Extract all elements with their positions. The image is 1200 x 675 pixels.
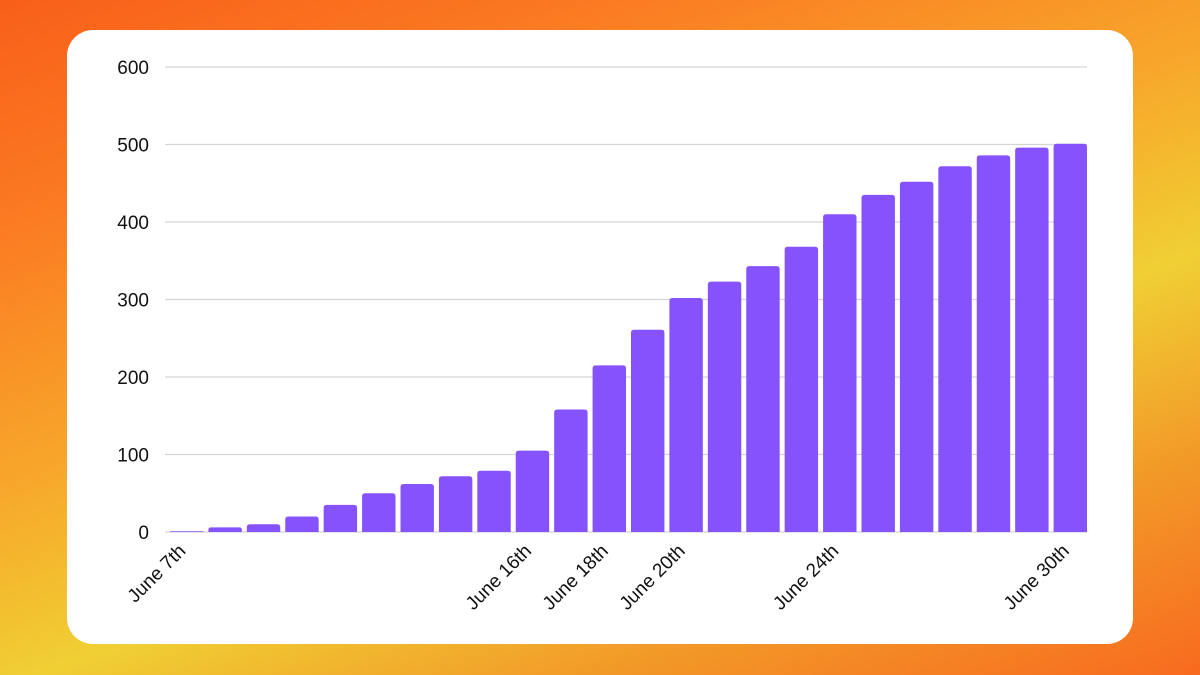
bar [899,181,934,532]
x-axis-ticks: June 7th June 16th June 18th June 20th June … [124,541,1074,615]
bar [362,493,396,532]
bar [630,329,665,532]
y-tick-label: 200 [117,368,149,389]
bar [400,483,434,532]
y-tick-label: 100 [117,446,149,467]
bar [746,266,780,532]
bar [554,409,588,532]
bars [169,143,1087,533]
bar [938,166,972,532]
x-tick-label: June 16th [462,541,536,615]
bar [208,527,242,532]
bar [784,246,819,533]
bar [976,155,1011,532]
x-tick-label: June 24th [769,541,843,615]
y-tick-label: 500 [117,136,149,157]
bar [169,531,204,532]
y-tick-label: 0 [138,523,149,544]
y-tick-label: 400 [117,213,149,234]
x-tick-label: June 30th [1000,541,1074,615]
x-tick-label: June 20th [616,541,690,615]
bar [285,516,319,532]
bar [323,504,358,532]
x-tick-label: June 7th [124,541,190,607]
bar [1053,143,1087,532]
bar [515,450,550,532]
bar [438,476,473,532]
chart-card: 0 100 200 300 400 500 600 June 7th June 16th Jun… [67,30,1133,644]
bar [823,214,857,532]
bar [1015,147,1049,532]
bar [669,297,703,532]
bar [592,365,626,532]
y-axis-ticks: 0 100 200 300 400 500 600 [117,58,149,544]
bar [246,524,281,532]
x-tick-label: June 18th [539,541,613,615]
y-tick-label: 600 [117,58,149,79]
bar [707,281,742,532]
bar [477,470,511,532]
bar [861,194,895,532]
y-tick-label: 300 [117,291,149,312]
